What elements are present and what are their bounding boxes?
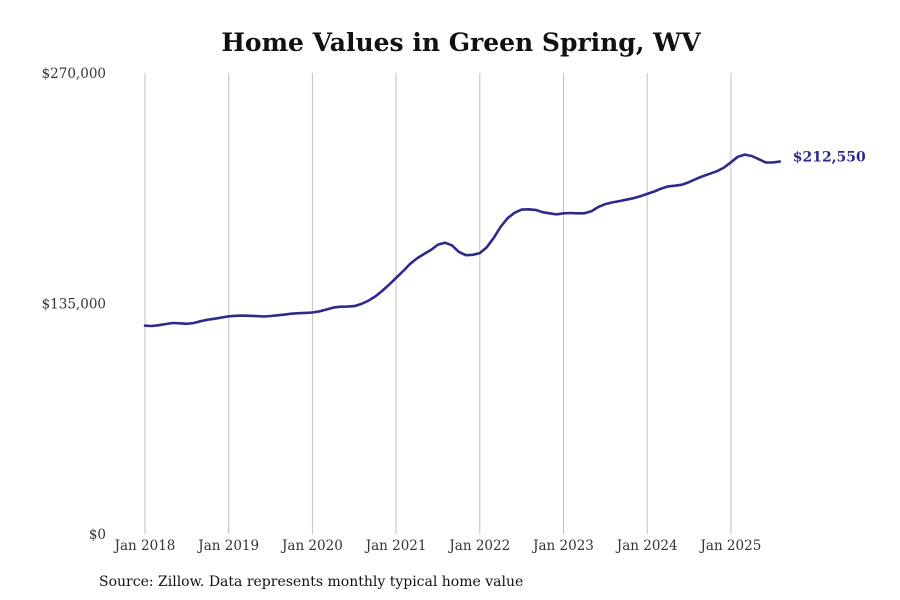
x-tick-label: Jan 2018	[113, 538, 176, 554]
x-tick-label: Jan 2019	[196, 538, 259, 554]
chart-title: Home Values in Green Spring, WV	[221, 28, 701, 57]
y-tick-label: $270,000	[42, 66, 106, 82]
y-axis-ticks: $0 $135,000 $270,000	[42, 66, 106, 543]
y-tick-label: $135,000	[42, 297, 106, 313]
x-tick-label: Jan 2024	[615, 538, 678, 554]
series-line	[143, 153, 781, 328]
x-tick-label: Jan 2025	[698, 538, 761, 554]
y-tick-label: $0	[89, 527, 106, 543]
x-tick-label: Jan 2023	[531, 538, 594, 554]
end-value-label: $212,550	[793, 150, 866, 166]
x-tick-label: Jan 2022	[447, 538, 510, 554]
x-tick-label: Jan 2021	[364, 538, 427, 554]
x-tick-label: Jan 2020	[280, 538, 343, 554]
source-note: Source: Zillow. Data represents monthly …	[99, 574, 524, 590]
grid-lines	[144, 73, 732, 534]
x-axis-ticks: Jan 2018 Jan 2019 Jan 2020 Jan 2021 Jan 2022…	[113, 538, 762, 554]
